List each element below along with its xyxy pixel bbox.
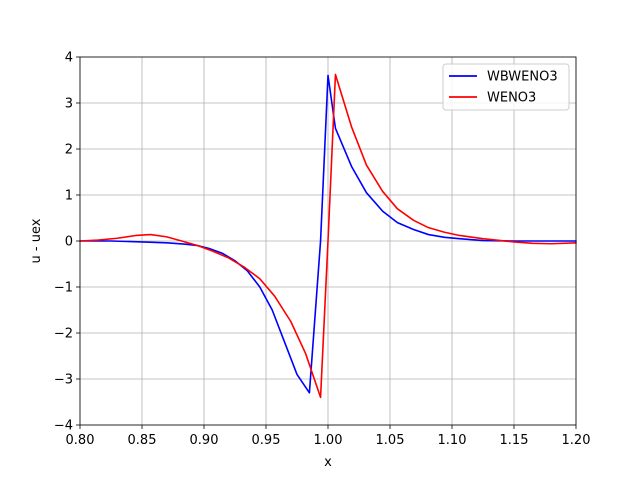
y-tick-label: 4: [65, 51, 73, 66]
y-tick-label: 0: [65, 235, 73, 250]
x-tick-label: 0.95: [252, 433, 281, 448]
x-tick-label: 1.15: [500, 433, 529, 448]
x-tick-label: 1.20: [562, 433, 591, 448]
x-tick-label: 0.90: [190, 433, 219, 448]
y-tick-label: −3: [54, 373, 73, 388]
x-tick-label: 1.05: [376, 433, 405, 448]
y-tick-label: 3: [65, 97, 73, 112]
series-line-weno3: [79, 73, 577, 399]
y-axis-label: u - uex: [29, 218, 44, 263]
y-tick-label: −2: [54, 327, 73, 342]
x-tick-label: 0.80: [66, 433, 95, 448]
x-tick-label: 1.10: [438, 433, 467, 448]
y-tick-label: −1: [54, 281, 73, 296]
y-tick-label: 2: [65, 143, 73, 158]
y-tick-label: 1: [65, 189, 73, 204]
legend-label-wbweno3: WBWENO3: [487, 70, 558, 85]
x-tick-label: 0.85: [128, 433, 157, 448]
x-axis-label: x: [324, 455, 332, 470]
axis-ticks: 0.80 0.85 0.90 0.95 1.00 1.05 1.10 1.15 1.20 4 3 2 1…: [54, 51, 591, 449]
y-tick-label: −4: [54, 419, 73, 434]
legend-label-weno3: WENO3: [487, 91, 536, 106]
x-tick-label: 1.00: [314, 433, 343, 448]
series-lines: [79, 73, 577, 399]
legend: WBWENO3 WENO3: [442, 63, 570, 111]
